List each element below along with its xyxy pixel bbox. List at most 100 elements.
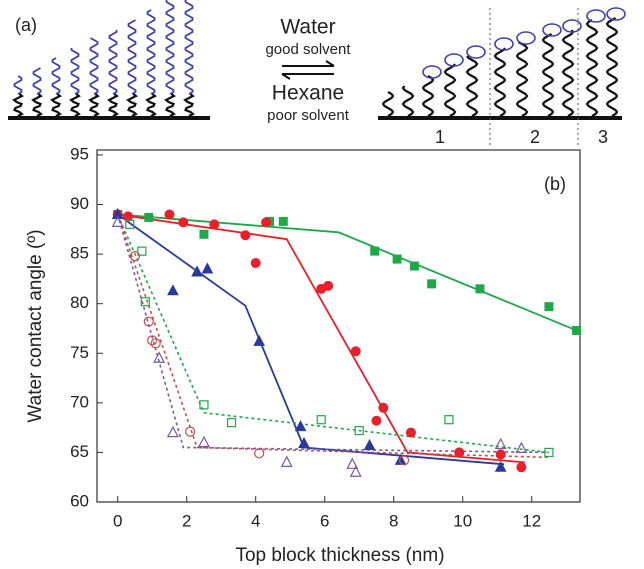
data-point bbox=[354, 426, 364, 436]
data-point bbox=[409, 261, 419, 271]
polymer-block bbox=[381, 91, 395, 117]
polymer-block bbox=[165, 0, 175, 95]
data-point bbox=[199, 229, 209, 239]
data-point bbox=[494, 460, 507, 472]
x-axis-label: Top block thickness (nm) bbox=[235, 545, 444, 566]
polymer-block bbox=[145, 93, 157, 117]
data-point bbox=[494, 437, 507, 450]
polymer-block bbox=[126, 93, 138, 117]
data-point bbox=[495, 449, 506, 460]
data-point bbox=[197, 435, 210, 448]
fit-line bbox=[117, 213, 525, 464]
data-point bbox=[544, 302, 554, 312]
data-point bbox=[143, 316, 154, 327]
solvent: Water bbox=[280, 16, 335, 39]
region-label: 2 bbox=[530, 127, 540, 147]
data-point bbox=[349, 465, 362, 477]
y-axis-label: Water contact angle (º) bbox=[25, 229, 46, 422]
data-point bbox=[261, 217, 272, 228]
data-point bbox=[253, 334, 265, 346]
data-point bbox=[350, 346, 361, 357]
data-point bbox=[111, 215, 124, 227]
polymer-block bbox=[13, 75, 23, 95]
polymer-block bbox=[421, 75, 435, 117]
arrow bbox=[282, 60, 335, 67]
polymer-block bbox=[88, 93, 100, 117]
data-point bbox=[544, 447, 554, 458]
data-point bbox=[572, 325, 582, 335]
data-point bbox=[370, 246, 380, 256]
data-point bbox=[323, 280, 334, 291]
polymer-block bbox=[32, 67, 42, 95]
polymer-block bbox=[465, 55, 479, 117]
arrow bbox=[281, 73, 334, 80]
fit-line bbox=[116, 214, 550, 454]
x-tick-label: 2 bbox=[182, 511, 191, 530]
data-point bbox=[346, 457, 359, 469]
polymer-block bbox=[493, 47, 507, 117]
polymer-block bbox=[183, 93, 195, 117]
polymer-coil bbox=[542, 23, 562, 37]
data-point bbox=[398, 455, 410, 466]
polymer-block bbox=[515, 41, 529, 117]
fit-line bbox=[116, 214, 549, 459]
polymer-block bbox=[605, 17, 619, 117]
polymer-block bbox=[541, 33, 555, 117]
y-tick-label: 80 bbox=[70, 293, 89, 312]
x-tick-label: 4 bbox=[251, 511, 260, 530]
polymer-coil bbox=[422, 65, 442, 79]
y-tick-label: 85 bbox=[70, 244, 89, 263]
polymer-coil bbox=[466, 45, 486, 59]
data-point bbox=[125, 219, 135, 229]
panel-label: (b) bbox=[544, 174, 566, 194]
x-tick-label: 12 bbox=[522, 511, 541, 530]
solvent: Hexane bbox=[272, 82, 344, 105]
data-point bbox=[147, 335, 158, 346]
y-tick-label: 70 bbox=[70, 392, 89, 411]
x-tick-label: 0 bbox=[113, 511, 122, 530]
x-tick-label: 8 bbox=[389, 511, 398, 530]
data-point bbox=[167, 284, 179, 296]
data-point bbox=[137, 246, 147, 256]
data-point bbox=[280, 455, 293, 467]
data-point bbox=[298, 436, 310, 448]
data-point bbox=[254, 448, 265, 459]
data-point bbox=[515, 441, 528, 454]
polymer-block bbox=[70, 48, 80, 95]
fit-line bbox=[117, 213, 505, 466]
polymer-coil bbox=[562, 19, 582, 33]
data-point bbox=[191, 265, 203, 277]
data-point bbox=[278, 216, 288, 226]
polymer-block bbox=[108, 30, 118, 95]
polymer-block bbox=[51, 57, 61, 95]
polymer-coil bbox=[494, 37, 514, 51]
polymer-block bbox=[401, 85, 415, 117]
data-point bbox=[378, 402, 389, 413]
polymer-block bbox=[127, 19, 137, 95]
data-point bbox=[185, 426, 196, 437]
fit-line bbox=[117, 213, 577, 332]
data-point bbox=[405, 427, 416, 438]
data-point bbox=[444, 415, 454, 425]
solvent-note: good solvent bbox=[265, 41, 351, 58]
data-point bbox=[294, 420, 307, 432]
schematic: (a) Water good solvent Hexane poor solve… bbox=[8, 0, 626, 148]
solvent-note: poor solvent bbox=[267, 107, 350, 124]
polymer-block bbox=[107, 93, 119, 117]
data-point bbox=[129, 250, 141, 262]
data-point bbox=[316, 415, 326, 425]
region-label: 1 bbox=[435, 127, 445, 147]
data-point bbox=[226, 418, 237, 428]
polymer-block bbox=[443, 63, 457, 117]
polymer-block bbox=[561, 29, 575, 117]
data-point bbox=[392, 254, 402, 264]
fit-line bbox=[116, 214, 549, 454]
y-tick-label: 60 bbox=[70, 491, 89, 510]
region-label: 3 bbox=[598, 127, 608, 147]
data-point bbox=[394, 453, 407, 465]
polymer-coil bbox=[606, 7, 626, 21]
data-point bbox=[164, 209, 175, 220]
y-tick-label: 95 bbox=[70, 144, 89, 163]
x-tick-label: 10 bbox=[453, 511, 472, 530]
